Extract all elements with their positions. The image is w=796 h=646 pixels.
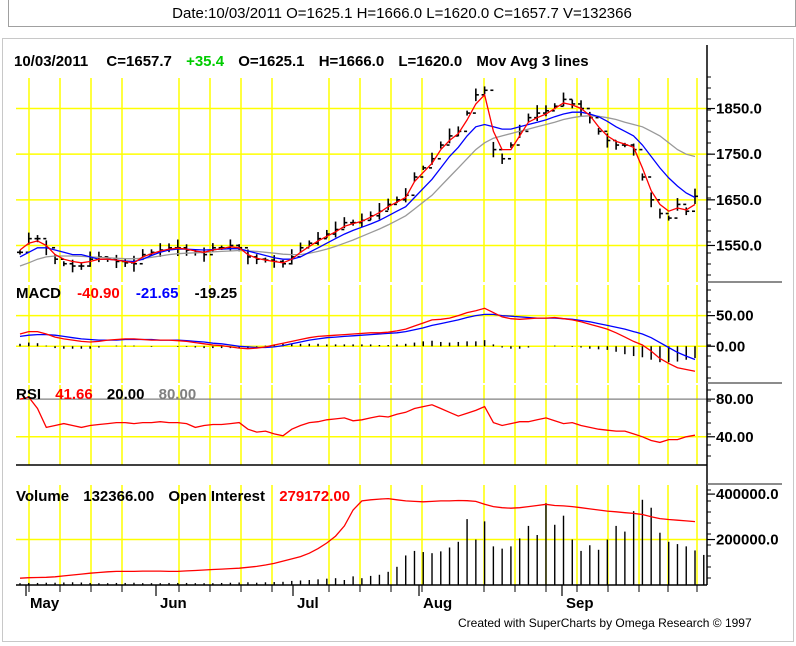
y-tick-label: 0.00: [716, 338, 745, 355]
price-header: 10/03/2011 C=1657.7 +35.4 O=1625.1 H=166…: [14, 53, 589, 70]
y-tick-label: 50.00: [716, 308, 754, 325]
rsi-line: [19, 396, 696, 444]
macd-label: MACD: [16, 285, 61, 302]
y-tick-label: 1850.0: [716, 101, 762, 118]
ohlcv-status-bar: Date:10/03/2011 O=1625.1 H=1666.0 L=1620…: [8, 0, 796, 27]
axis-layer: 1850.0 1750.0 1650.0 1550.0 50.00 0.00 80.00 40…: [16, 45, 782, 612]
x-month-label: Jul: [297, 595, 319, 612]
rsi-upper-value: 80.00: [159, 386, 197, 403]
macd-signal-value: -21.65: [136, 285, 179, 302]
macd-line: [19, 307, 696, 372]
ohlcv-status-text: Date:10/03/2011 O=1625.1 H=1666.0 L=1620…: [172, 4, 632, 22]
grid-layer: [16, 78, 707, 585]
volume-value: 132366.00: [83, 488, 154, 505]
open-interest-label: Open Interest: [168, 488, 265, 505]
price-date: 10/03/2011: [14, 53, 88, 70]
x-month-label: Sep: [566, 595, 594, 612]
macd-value: -40.90: [77, 285, 120, 302]
x-month-label: May: [30, 595, 60, 612]
rsi-value: 41.66: [55, 386, 93, 403]
mid-ma-line: [19, 111, 696, 263]
credit-text: Created with SuperCharts by Omega Resear…: [458, 616, 752, 630]
price-low: L=1620.0: [398, 53, 462, 70]
moving-average-label: Mov Avg 3 lines: [476, 53, 588, 70]
chart-frame: [2, 38, 794, 642]
series-layer: [17, 86, 705, 585]
open-interest-line: [19, 497, 696, 579]
macd-header: MACD -40.90 -21.65 -19.25: [16, 285, 237, 302]
price-change: +35.4: [186, 53, 225, 70]
macd-histogram-value: -19.25: [195, 285, 238, 302]
price-close: C=1657.7: [106, 53, 171, 70]
y-tick-label: 1650.0: [716, 192, 762, 209]
price-high: H=1666.0: [319, 53, 384, 70]
open-interest-value: 279172.00: [279, 488, 350, 505]
y-tick-label: 80.00: [716, 391, 754, 408]
price-open: O=1625.1: [238, 53, 304, 70]
y-tick-label: 400000.0: [716, 486, 779, 503]
volume-label: Volume: [16, 488, 69, 505]
x-month-label: Aug: [423, 595, 452, 612]
y-tick-label: 200000.0: [716, 532, 779, 549]
y-tick-label: 1550.0: [716, 237, 762, 254]
rsi-header: RSI 41.66 20.00 80.00: [16, 386, 196, 403]
slow-ma-line: [19, 115, 696, 267]
fast-ma-line: [19, 93, 696, 264]
rsi-label: RSI: [16, 386, 41, 403]
volume-header: Volume 132366.00 Open Interest 279172.00: [16, 488, 350, 505]
y-tick-label: 40.00: [716, 429, 754, 446]
rsi-lower-value: 20.00: [107, 386, 145, 403]
y-tick-label: 1750.0: [716, 146, 762, 163]
x-month-label: Jun: [160, 595, 187, 612]
